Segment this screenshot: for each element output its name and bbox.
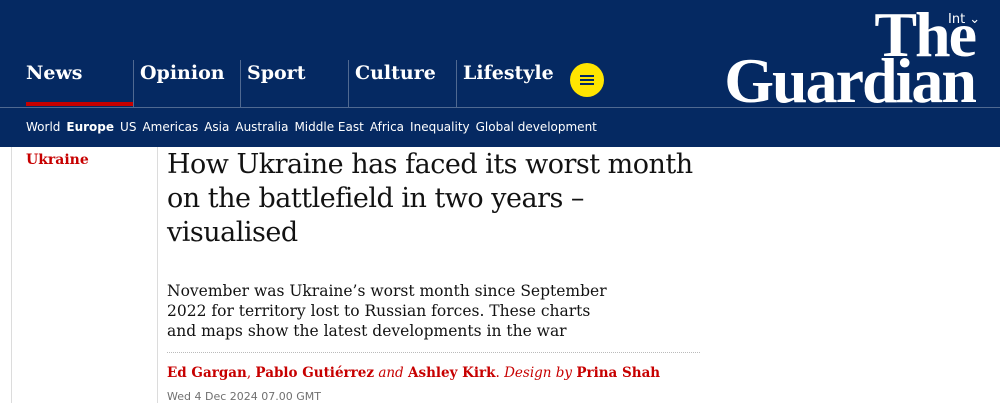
subnav-link[interactable]: Australia (235, 120, 289, 134)
nav-link[interactable]: Culture (355, 62, 436, 84)
author-link[interactable]: Ed Gargan (167, 365, 247, 381)
logo-guardian[interactable]: Guardian (724, 45, 977, 116)
subnav-link[interactable]: Global development (475, 120, 597, 134)
nav-link[interactable]: Lifestyle (463, 62, 554, 84)
byline-text: , (246, 365, 252, 381)
headline: How Ukraine has faced its worst month on… (167, 149, 693, 248)
subnav-link[interactable]: Inequality (410, 120, 470, 134)
divider (240, 60, 241, 107)
edition[interactable]: Int ⌄ (948, 12, 981, 27)
divider (133, 60, 134, 107)
section-link[interactable]: Ukraine (26, 152, 89, 168)
divider (11, 147, 12, 403)
divider (167, 352, 700, 353)
author-link[interactable]: Ashley Kirk (408, 365, 496, 381)
byline: Ed Gargan, Pablo Gutiérrez and Ashley Ki… (167, 365, 660, 381)
date: Wed 4 Dec 2024 07.00 GMT (167, 390, 321, 403)
subnav-link[interactable]: Europe (66, 120, 115, 134)
divider (456, 60, 457, 107)
subnav-link[interactable]: US (120, 120, 137, 134)
byline-text: . (495, 365, 500, 381)
subnav-link[interactable]: World (26, 120, 61, 134)
edition-label: Int (948, 12, 966, 27)
divider (348, 60, 349, 107)
subnav: World Europe US Americas Asia Australia Middle… (26, 120, 603, 134)
logo-the[interactable]: The (874, 0, 977, 70)
author-link[interactable]: Prina Shah (576, 365, 661, 381)
divider (157, 147, 158, 403)
nav-link[interactable]: Opinion (140, 62, 225, 84)
subnav-link[interactable]: Africa (369, 120, 405, 134)
menu-button[interactable] (569, 62, 605, 98)
standfirst: November was Ukraine’s worst month since… (167, 282, 607, 340)
subnav-link[interactable]: Asia (204, 120, 230, 134)
nav-link[interactable]: News (26, 62, 83, 84)
subnav-link[interactable]: Americas (142, 120, 199, 134)
byline-text: Design by (504, 365, 573, 381)
header: Int ⌄ The Guardian News Opinion Sport Cu… (0, 0, 1000, 147)
nav-border (0, 107, 1000, 108)
byline-text: and (378, 365, 404, 381)
author-link[interactable]: Pablo Gutiérrez (255, 365, 375, 381)
nav-link[interactable]: Sport (247, 62, 306, 84)
nav-active (26, 102, 133, 106)
subnav-link[interactable]: Middle East (294, 120, 364, 134)
